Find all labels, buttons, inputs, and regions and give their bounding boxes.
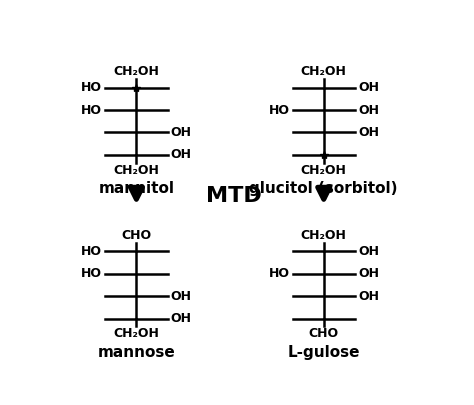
- Text: OH: OH: [358, 126, 379, 139]
- Text: HO: HO: [81, 267, 102, 280]
- Text: OH: OH: [358, 267, 379, 280]
- Text: CH₂OH: CH₂OH: [301, 164, 346, 177]
- Text: OH: OH: [171, 149, 191, 162]
- Text: CH₂OH: CH₂OH: [301, 65, 346, 78]
- Text: HO: HO: [81, 81, 102, 94]
- Text: MTD: MTD: [206, 186, 262, 206]
- Text: OH: OH: [358, 245, 379, 258]
- Text: OH: OH: [171, 290, 191, 303]
- Text: CHO: CHO: [121, 229, 152, 242]
- Text: HO: HO: [269, 267, 290, 280]
- Text: CHO: CHO: [309, 327, 339, 340]
- Text: HO: HO: [81, 104, 102, 117]
- Text: HO: HO: [269, 104, 290, 117]
- Text: HO: HO: [81, 245, 102, 258]
- Text: OH: OH: [171, 312, 191, 325]
- Text: OH: OH: [358, 81, 379, 94]
- Text: OH: OH: [171, 126, 191, 139]
- Text: CH₂OH: CH₂OH: [113, 327, 159, 340]
- Text: CH₂OH: CH₂OH: [113, 65, 159, 78]
- Text: glucitol (sorbitol): glucitol (sorbitol): [249, 181, 398, 196]
- Text: OH: OH: [358, 104, 379, 117]
- Text: CH₂OH: CH₂OH: [113, 164, 159, 177]
- Text: L-gulose: L-gulose: [288, 345, 360, 360]
- Text: mannose: mannose: [98, 345, 175, 360]
- Text: OH: OH: [358, 290, 379, 303]
- Text: mannitol: mannitol: [99, 181, 174, 196]
- Text: CH₂OH: CH₂OH: [301, 229, 346, 242]
